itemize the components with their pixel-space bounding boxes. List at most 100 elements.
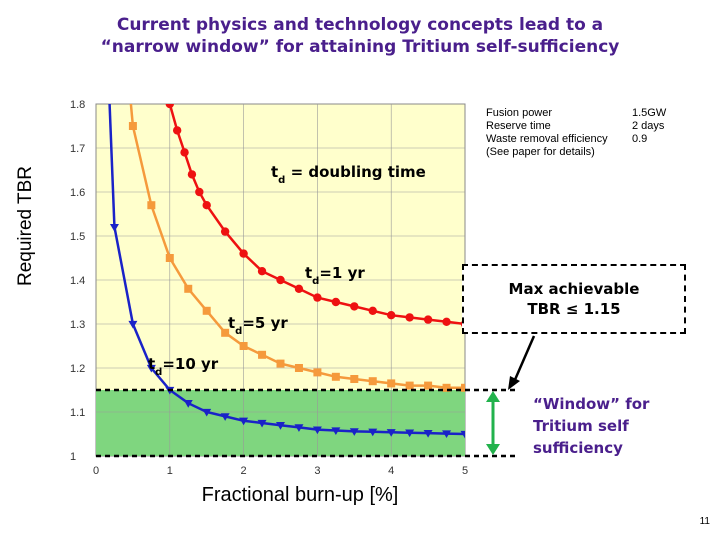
data-point [331,427,341,435]
data-point [350,302,359,311]
callout-arrow [512,335,536,383]
window-line-1: “Window” for [533,395,650,413]
annotation-doubling-time: td = doubling time [271,163,426,186]
data-point [387,311,396,320]
annotation-td-10yr: td=10 yr [148,355,219,378]
data-point [312,426,322,435]
window-line-2: Tritium self [533,417,629,435]
y-tick-label: 1.8 [70,99,85,111]
data-point [405,381,414,390]
param-row: Waste removal efficiency 0.9 [486,133,647,146]
data-point [276,275,285,285]
annotation-td-5yr: td=5 yr [228,314,288,337]
data-point [350,375,359,383]
x-tick-label: 2 [241,465,247,477]
x-tick-label: 3 [314,465,320,477]
series-lead-line [168,104,170,105]
data-point [442,383,451,392]
data-point [195,187,204,197]
data-point [461,383,465,392]
data-point [239,342,248,350]
data-point [147,201,156,210]
data-point [172,126,182,135]
data-point [294,364,303,372]
max-tbr-callout: Max achievable TBR ≤ 1.15 [462,264,686,334]
data-point [405,429,415,438]
window-arrowhead-top [486,391,500,402]
x-tick-label: 5 [462,465,468,477]
data-point [387,379,396,388]
param-name: Fusion power [486,107,553,119]
data-point [460,430,465,439]
title-line-2: “narrow window” for attaining Tritium se… [100,37,620,57]
slide-title: Current physics and technology concepts … [0,14,720,58]
param-value: 2 days [632,120,665,132]
series-lead-line [129,104,135,127]
data-point [313,293,322,302]
data-point [257,267,267,276]
y-tick-label: 1 [70,451,76,463]
data-point [349,428,359,436]
y-tick-label: 1.5 [70,231,85,243]
y-tick-label: 1.2 [70,363,85,375]
data-point [442,430,452,439]
data-point [202,201,211,210]
data-point [165,254,174,262]
x-tick-label: 4 [388,465,394,477]
data-point [368,428,378,437]
data-point [313,368,322,377]
data-point [423,315,433,324]
param-row: (See paper for details) [486,146,608,159]
x-tick-label: 0 [93,465,99,477]
data-point [442,317,451,326]
data-point [423,429,433,438]
param-name: Waste removal efficiency [486,133,608,145]
y-tick-label: 1.6 [70,187,85,199]
title-line-1: Current physics and technology concepts … [116,15,604,35]
y-tick-label: 1.4 [70,275,85,287]
window-line-3: sufficiency [533,439,623,457]
data-point [187,170,197,179]
y-tick-label: 1.7 [70,143,85,155]
param-row: Reserve time 2 days [486,120,664,133]
data-point [165,104,174,109]
data-point [202,408,212,417]
data-point [221,328,230,337]
data-point [331,297,341,307]
window-arrowhead-bottom [486,444,500,455]
window-callout: “Window” for Tritium self sufficiency [533,393,673,459]
data-point [276,422,285,430]
param-name: Reserve time [486,120,551,132]
data-point [276,359,285,368]
data-point [239,417,249,426]
data-point [331,372,340,381]
parameter-list: Fusion power 1.5GW Reserve time 2 days W… [486,107,666,159]
y-tick-label: 1.1 [70,407,85,419]
data-point [258,350,267,359]
data-point [184,284,193,293]
data-point [386,429,396,437]
max-tbr-line-1: Max achievable [508,280,640,298]
param-row: Fusion power 1.5GW [486,107,666,120]
data-point [180,148,189,157]
param-name: (See paper for details) [486,146,595,158]
data-point [202,306,211,315]
annotation-td-1yr: td=1 yr [305,264,365,287]
data-point [128,320,138,329]
param-value: 0.9 [632,133,648,145]
data-point [239,249,248,258]
x-axis-label: Fractional burn-up [%] [201,484,399,506]
page-number: 11 [699,516,710,527]
series-group [108,104,465,439]
y-axis-label: Required TBR [15,165,36,287]
callout-arrowhead [508,376,520,390]
data-point [294,284,304,293]
data-point [146,364,156,373]
data-point [405,313,414,322]
y-tick-label: 1.3 [70,319,85,331]
data-point [109,224,119,232]
param-value: 1.5GW [632,107,667,119]
data-point [220,227,230,236]
x-tick-label: 1 [167,465,173,477]
